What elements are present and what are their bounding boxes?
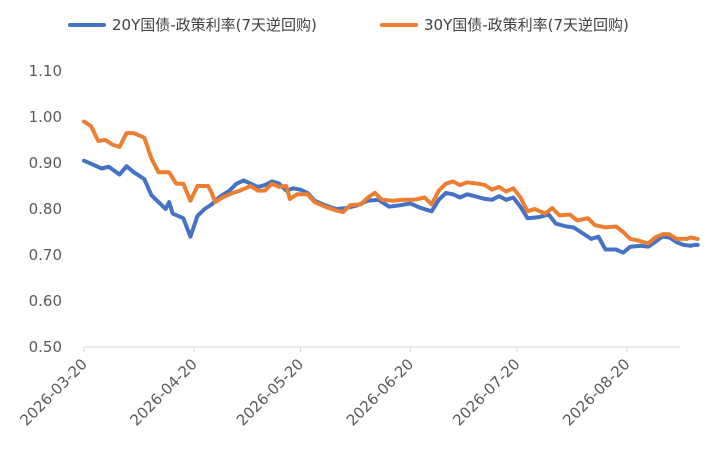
y-tick-label: 0.90 xyxy=(29,154,62,172)
legend-label-30y: 30Y国债-政策利率(7天逆回购) xyxy=(424,16,629,34)
y-tick-label: 0.60 xyxy=(29,292,62,310)
x-tick-label: 2026-03-20 xyxy=(16,355,90,429)
series-layer xyxy=(82,119,700,255)
y-tick-label: 0.50 xyxy=(29,338,62,356)
x-tick-label: 2026-08-20 xyxy=(559,355,633,429)
y-tick-label: 0.80 xyxy=(29,200,62,218)
series-line-20y xyxy=(82,158,700,255)
legend-swatch-20y xyxy=(68,22,106,27)
x-tick-label: 2026-04-20 xyxy=(126,355,200,429)
x-tick-label: 2026-06-20 xyxy=(343,355,417,429)
x-axis-tick-marks xyxy=(83,347,628,352)
y-axis-tick-labels: 0.50 0.60 0.70 0.80 0.90 1.00 1.10 xyxy=(29,62,62,356)
x-tick-label: 2026-05-20 xyxy=(233,355,307,429)
chart-legend: 20Y国债-政策利率(7天逆回购) 30Y国债-政策利率(7天逆回购) xyxy=(0,14,716,44)
series-line-30y xyxy=(82,119,700,246)
x-axis-tick-labels: 2026-03-20 2026-04-20 2026-05-20 2026-06-20… xyxy=(16,355,633,429)
legend-swatch-30y xyxy=(380,22,418,27)
legend-item-30y: 30Y国债-政策利率(7天逆回购) xyxy=(380,14,629,35)
legend-item-20y: 20Y国债-政策利率(7天逆回购) xyxy=(68,14,317,35)
x-tick-label: 2026-07-20 xyxy=(449,355,523,429)
y-tick-label: 1.10 xyxy=(29,62,62,80)
legend-label-20y: 20Y国债-政策利率(7天逆回购) xyxy=(112,16,317,34)
y-tick-label: 1.00 xyxy=(29,108,62,126)
y-tick-label: 0.70 xyxy=(29,246,62,264)
